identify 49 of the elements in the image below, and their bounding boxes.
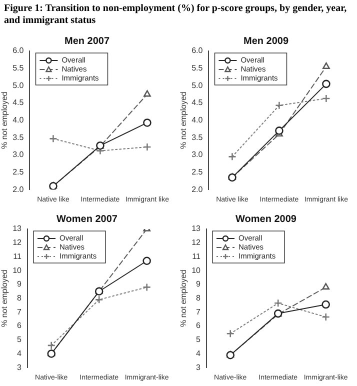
chart-title: Women 2007 bbox=[56, 214, 118, 225]
y-tick-label: 5.0 bbox=[12, 80, 24, 90]
y-tick-label: 13 bbox=[12, 224, 22, 234]
y-tick-label: 12 bbox=[192, 238, 202, 248]
y-axis-title: % not employed bbox=[179, 92, 188, 149]
y-tick-label: 5.0 bbox=[192, 80, 204, 90]
y-tick-label: 6.0 bbox=[192, 46, 204, 56]
y-tick-label: 4 bbox=[196, 348, 202, 358]
y-tick-label: 7 bbox=[196, 307, 202, 316]
y-tick-label: 8 bbox=[17, 294, 22, 303]
y-tick-label: 5 bbox=[17, 335, 22, 344]
y-tick-label: 9 bbox=[196, 280, 202, 289]
y-tick-label: 4.0 bbox=[192, 116, 204, 125]
y-tick-label: 3.5 bbox=[12, 132, 24, 142]
y-tick-label: 3.5 bbox=[192, 132, 204, 142]
y-tick-label: 2.0 bbox=[12, 184, 24, 194]
y-tick-label: 4.5 bbox=[192, 98, 204, 108]
y-tick-label: 2.5 bbox=[192, 167, 204, 176]
y-tick-label: 5 bbox=[196, 335, 202, 344]
y-tick-label: 2.0 bbox=[192, 184, 204, 194]
y-tick-label: 3 bbox=[17, 362, 22, 372]
y-axis-title: % not employed bbox=[179, 270, 188, 327]
y-tick-label: 3.0 bbox=[192, 150, 204, 160]
y-tick-label: 5.5 bbox=[12, 64, 24, 73]
y-tick-label: 5.5 bbox=[192, 64, 204, 73]
y-tick-label: 10 bbox=[192, 266, 202, 275]
y-tick-label: 6.0 bbox=[12, 46, 24, 56]
chart-title: Men 2009 bbox=[243, 36, 289, 47]
y-tick-label: 6 bbox=[196, 321, 202, 330]
chart-title: Women 2009 bbox=[236, 214, 297, 225]
y-tick-label: 3.0 bbox=[12, 150, 24, 160]
y-tick-label: 4.0 bbox=[12, 116, 24, 125]
y-axis-title: % not employed bbox=[0, 92, 10, 149]
y-tick-label: 9 bbox=[17, 280, 22, 289]
y-tick-label: 4.5 bbox=[12, 98, 24, 108]
y-axis-title: % not employed bbox=[0, 270, 10, 327]
y-tick-label: 8 bbox=[196, 294, 202, 303]
y-tick-label: 6 bbox=[17, 321, 22, 330]
caption: Figure 1: Transition to non-employment (%) for p-score groups, by gender, year, and immigrant status bbox=[3, 2, 348, 28]
y-tick-label: 2.5 bbox=[12, 167, 24, 176]
y-tick-label: 3 bbox=[196, 362, 202, 372]
y-tick-label: 7 bbox=[17, 307, 22, 316]
y-tick-label: 12 bbox=[12, 238, 22, 248]
chart-title: Men 2007 bbox=[64, 36, 110, 47]
y-tick-label: 11 bbox=[13, 252, 22, 261]
y-tick-label: 13 bbox=[192, 224, 202, 234]
y-tick-label: 11 bbox=[192, 252, 202, 261]
y-tick-label: 4 bbox=[17, 348, 22, 358]
y-tick-label: 10 bbox=[12, 266, 22, 275]
